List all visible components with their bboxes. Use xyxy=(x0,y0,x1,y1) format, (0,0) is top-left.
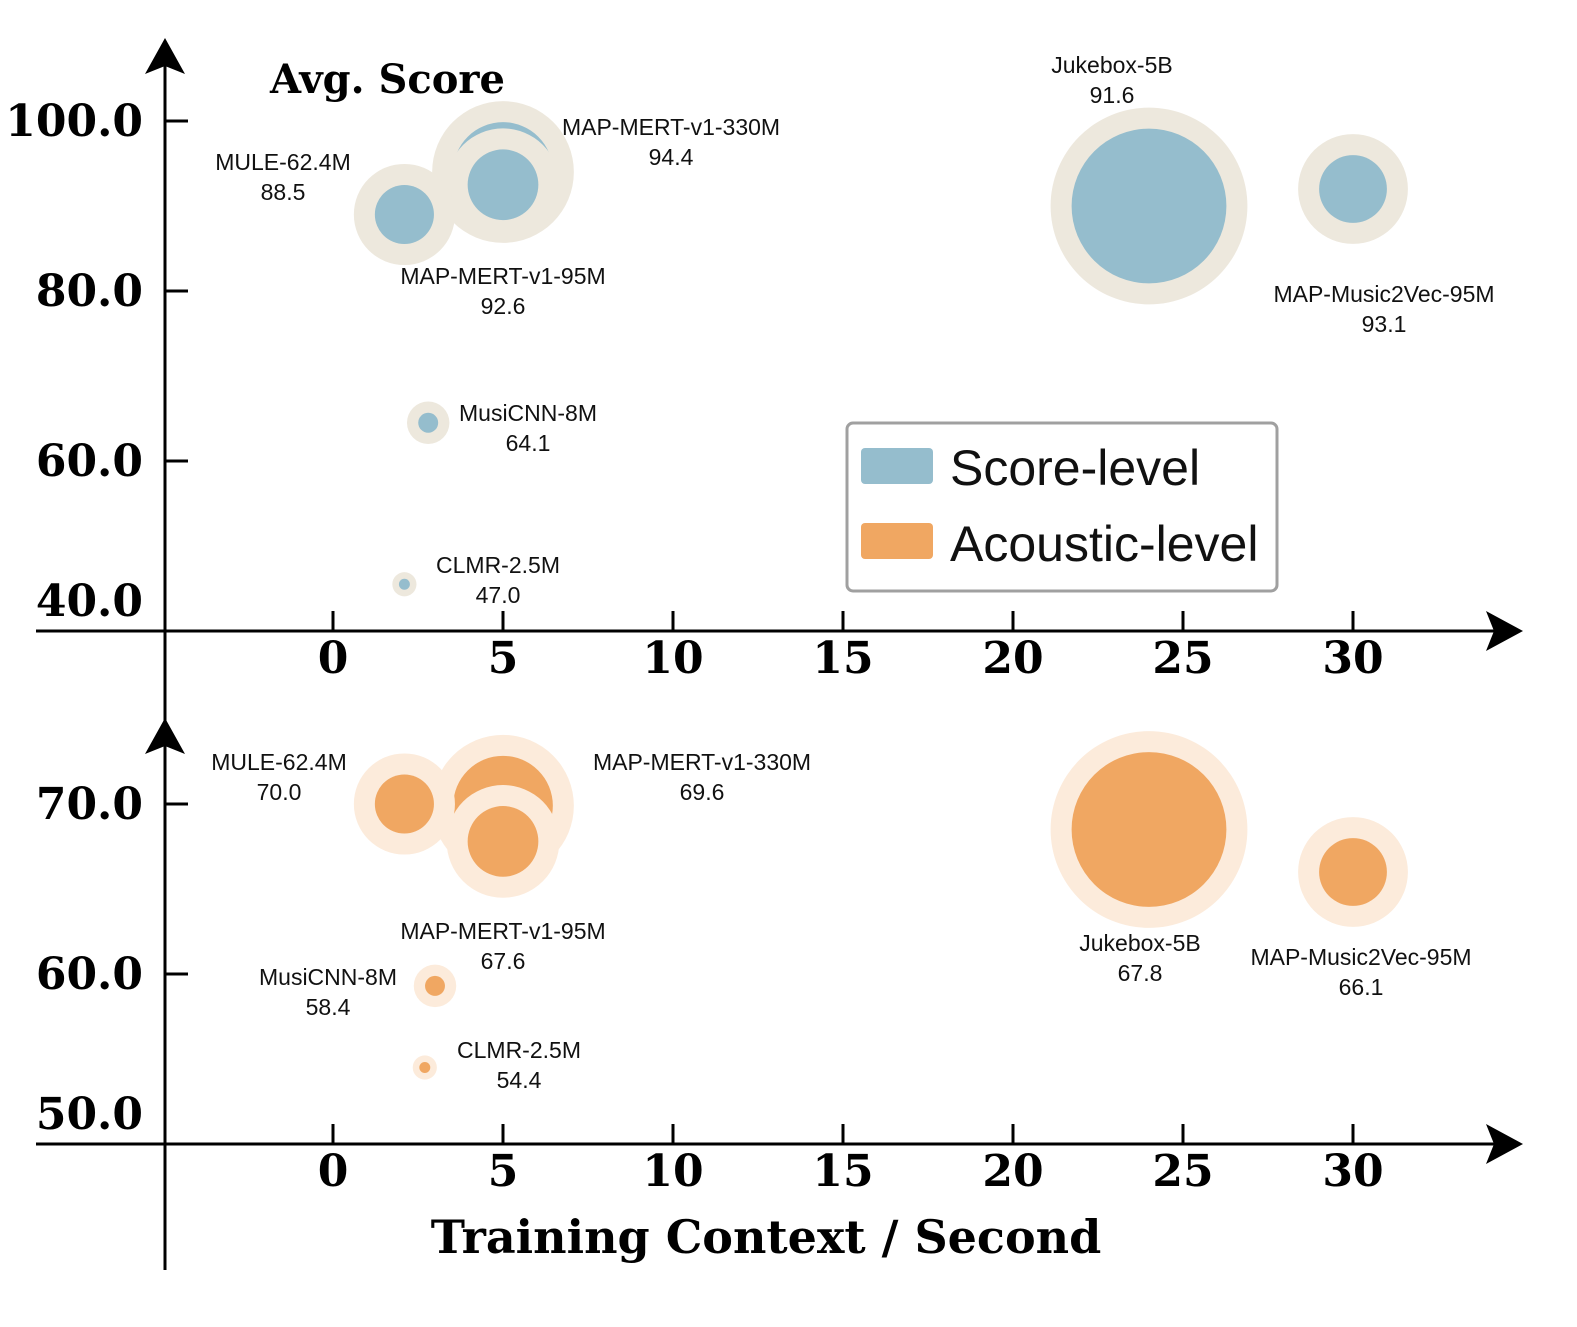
bubble-acoustic-clmr-2-5m xyxy=(419,1062,431,1073)
point-label-model-score-jukebox-5b: Jukebox-5B xyxy=(1051,52,1172,78)
bubble-score-clmr-2-5m xyxy=(398,578,410,590)
x-tick-label-acoustic-10: 10 xyxy=(642,1146,703,1197)
x-tick-label-acoustic-5: 5 xyxy=(488,1146,519,1197)
point-label-model-score-map-mert-v1-330m: MAP-MERT-v1-330M xyxy=(562,114,780,140)
point-label-value-score-clmr-2-5m: 47.0 xyxy=(476,582,521,608)
legend: Score-level Acoustic-level xyxy=(845,421,1279,593)
x-tick-label-acoustic-30: 30 xyxy=(1322,1146,1383,1197)
x-tick-label-acoustic-20: 20 xyxy=(982,1146,1043,1197)
bubble-score-map-music2vec-95m xyxy=(1319,155,1387,223)
point-label-model-acoustic-jukebox-5b: Jukebox-5B xyxy=(1079,930,1200,956)
x-tick-label-acoustic-0: 0 xyxy=(318,1146,349,1197)
x-tick-label-score-15: 15 xyxy=(812,633,873,684)
y-axis-title: Avg. Score xyxy=(269,56,505,103)
point-label-value-acoustic-map-mert-v1-95m: 67.6 xyxy=(481,948,526,974)
bubble-score-musicnn-8m xyxy=(418,412,439,433)
y-axis-arrow-top xyxy=(145,38,185,74)
point-label-value-score-map-music2vec-95m: 93.1 xyxy=(1362,311,1407,337)
y-tick-label-score-40-0: 40.0 xyxy=(36,576,143,627)
x-tick-label-score-20: 20 xyxy=(982,633,1043,684)
bubble-acoustic-map-music2vec-95m xyxy=(1319,838,1387,906)
x-tick-label-acoustic-15: 15 xyxy=(812,1146,873,1197)
legend-swatch-score xyxy=(861,448,933,484)
x-axis-title: Training Context / Second xyxy=(431,1210,1101,1264)
point-label-model-score-mule-62-4m: MULE-62.4M xyxy=(215,149,350,175)
y-tick-label-acoustic-50-0: 50.0 xyxy=(36,1089,143,1140)
point-label-value-score-jukebox-5b: 91.6 xyxy=(1090,82,1135,108)
x-tick-label-acoustic-25: 25 xyxy=(1152,1146,1213,1197)
bubbles-layer xyxy=(353,101,1408,1080)
point-label-value-acoustic-jukebox-5b: 67.8 xyxy=(1118,960,1163,986)
y-tick-label-score-100-0: 100.0 xyxy=(5,96,143,147)
y-tick-label-score-80-0: 80.0 xyxy=(36,266,143,317)
bubble-acoustic-jukebox-5b xyxy=(1071,752,1227,907)
point-labels-layer: MULE-62.4M 88.5 MAP-MERT-v1-330M 94.4 MAP-ME… xyxy=(211,52,1494,1093)
y-axis-arrow-bottom xyxy=(145,718,185,754)
x-tick-label-score-0: 0 xyxy=(318,633,349,684)
point-label-model-score-clmr-2-5m: CLMR-2.5M xyxy=(436,552,560,578)
point-label-model-score-map-music2vec-95m: MAP-Music2Vec-95M xyxy=(1273,281,1494,307)
y-tick-label-score-60-0: 60.0 xyxy=(36,436,143,487)
point-label-model-score-map-mert-v1-95m: MAP-MERT-v1-95M xyxy=(400,263,605,289)
x-axis-arrow-top xyxy=(1486,611,1523,651)
point-label-model-acoustic-musicnn-8m: MusiCNN-8M xyxy=(259,964,397,990)
x-axis-arrow-bottom xyxy=(1486,1124,1523,1164)
x-tick-label-score-5: 5 xyxy=(488,633,519,684)
point-label-model-acoustic-map-music2vec-95m: MAP-Music2Vec-95M xyxy=(1250,944,1471,970)
point-label-value-acoustic-map-music2vec-95m: 66.1 xyxy=(1339,974,1384,1000)
point-label-model-score-musicnn-8m: MusiCNN-8M xyxy=(459,400,597,426)
x-tick-label-score-25: 25 xyxy=(1152,633,1213,684)
point-label-value-acoustic-mule-62-4m: 70.0 xyxy=(257,779,302,805)
point-label-model-acoustic-map-mert-v1-330m: MAP-MERT-v1-330M xyxy=(593,749,811,775)
point-label-model-acoustic-clmr-2-5m: CLMR-2.5M xyxy=(457,1037,581,1063)
point-label-model-acoustic-mule-62-4m: MULE-62.4M xyxy=(211,749,346,775)
point-label-model-acoustic-map-mert-v1-95m: MAP-MERT-v1-95M xyxy=(400,918,605,944)
ticks-layer: 0 5 10 15 20 25 30 40.0 60.0 80.0 100.0 0 5 10 15 20 25 3… xyxy=(5,96,1383,1197)
bubble-score-jukebox-5b xyxy=(1071,128,1227,284)
point-label-value-score-mule-62-4m: 88.5 xyxy=(261,179,306,205)
point-label-value-acoustic-musicnn-8m: 58.4 xyxy=(306,994,351,1020)
bubble-acoustic-musicnn-8m xyxy=(425,975,445,996)
legend-label-score: Score-level xyxy=(950,440,1200,496)
y-tick-label-acoustic-70-0: 70.0 xyxy=(36,779,143,830)
legend-label-acoustic: Acoustic-level xyxy=(950,516,1258,572)
point-label-value-score-map-mert-v1-330m: 94.4 xyxy=(649,144,694,170)
bubble-acoustic-map-mert-v1-95m xyxy=(467,806,539,877)
legend-box xyxy=(845,421,1279,593)
point-label-value-score-musicnn-8m: 64.1 xyxy=(506,430,551,456)
legend-swatch-acoustic xyxy=(861,523,933,559)
bubble-score-map-mert-v1-95m xyxy=(467,149,539,221)
bubble-score-mule-62-4m xyxy=(374,184,434,245)
point-label-value-score-map-mert-v1-95m: 92.6 xyxy=(481,293,526,319)
point-label-value-acoustic-clmr-2-5m: 54.4 xyxy=(497,1067,542,1093)
y-tick-label-acoustic-60-0: 60.0 xyxy=(36,949,143,1000)
x-tick-label-score-10: 10 xyxy=(642,633,703,684)
bubble-acoustic-mule-62-4m xyxy=(374,774,434,834)
point-label-value-acoustic-map-mert-v1-330m: 69.6 xyxy=(680,779,725,805)
x-tick-label-score-30: 30 xyxy=(1322,633,1383,684)
